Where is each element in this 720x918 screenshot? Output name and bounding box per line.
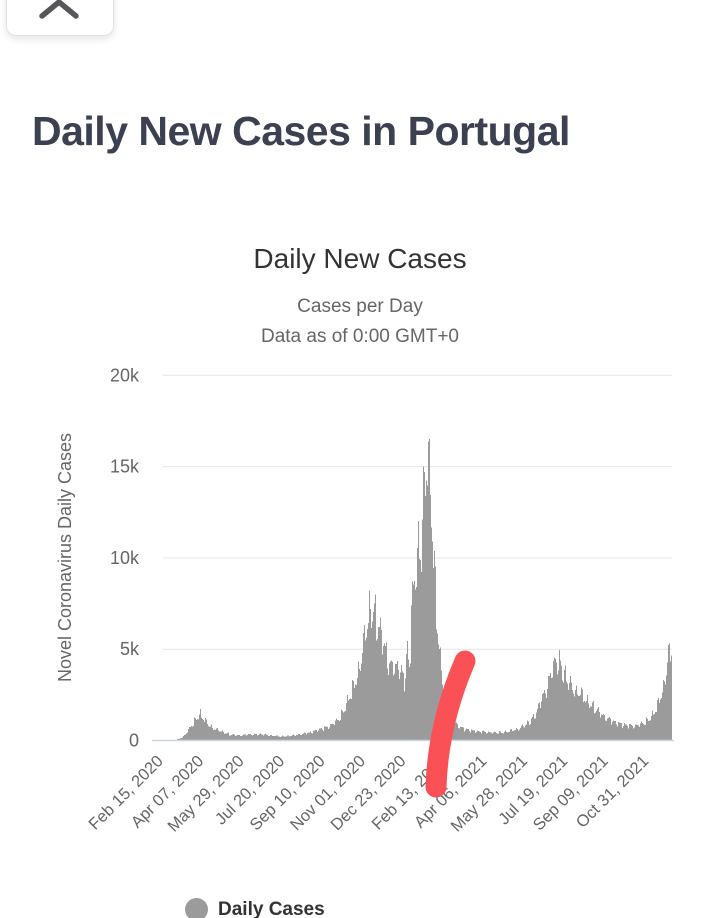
y-tick-label: 20k <box>110 365 140 385</box>
collapse-button[interactable] <box>6 0 114 36</box>
daily-cases-chart: Novel Coronavirus Daily Cases 0 5k 10k 15k 2… <box>55 365 674 836</box>
chart-title: Daily New Cases <box>253 243 467 274</box>
y-axis-title: Novel Coronavirus Daily Cases <box>55 433 75 682</box>
chart-subtitle-line2: Data as of 0:00 GMT+0 <box>260 326 459 347</box>
page-title: Daily New Cases in Portugal <box>32 108 570 154</box>
chart-subtitle-line1: Cases per Day <box>297 296 423 317</box>
y-tick-label: 5k <box>120 639 140 659</box>
chevron-up-icon <box>39 0 79 19</box>
y-tick-label: 0 <box>129 731 139 751</box>
y-tick-label: 15k <box>110 457 140 477</box>
legend-item-daily-cases[interactable]: Daily Cases <box>185 898 325 918</box>
daily-cases-bars <box>176 439 672 741</box>
y-tick-label: 10k <box>110 548 140 568</box>
legend-marker-icon <box>185 898 208 918</box>
legend-label: Daily Cases <box>218 898 325 918</box>
